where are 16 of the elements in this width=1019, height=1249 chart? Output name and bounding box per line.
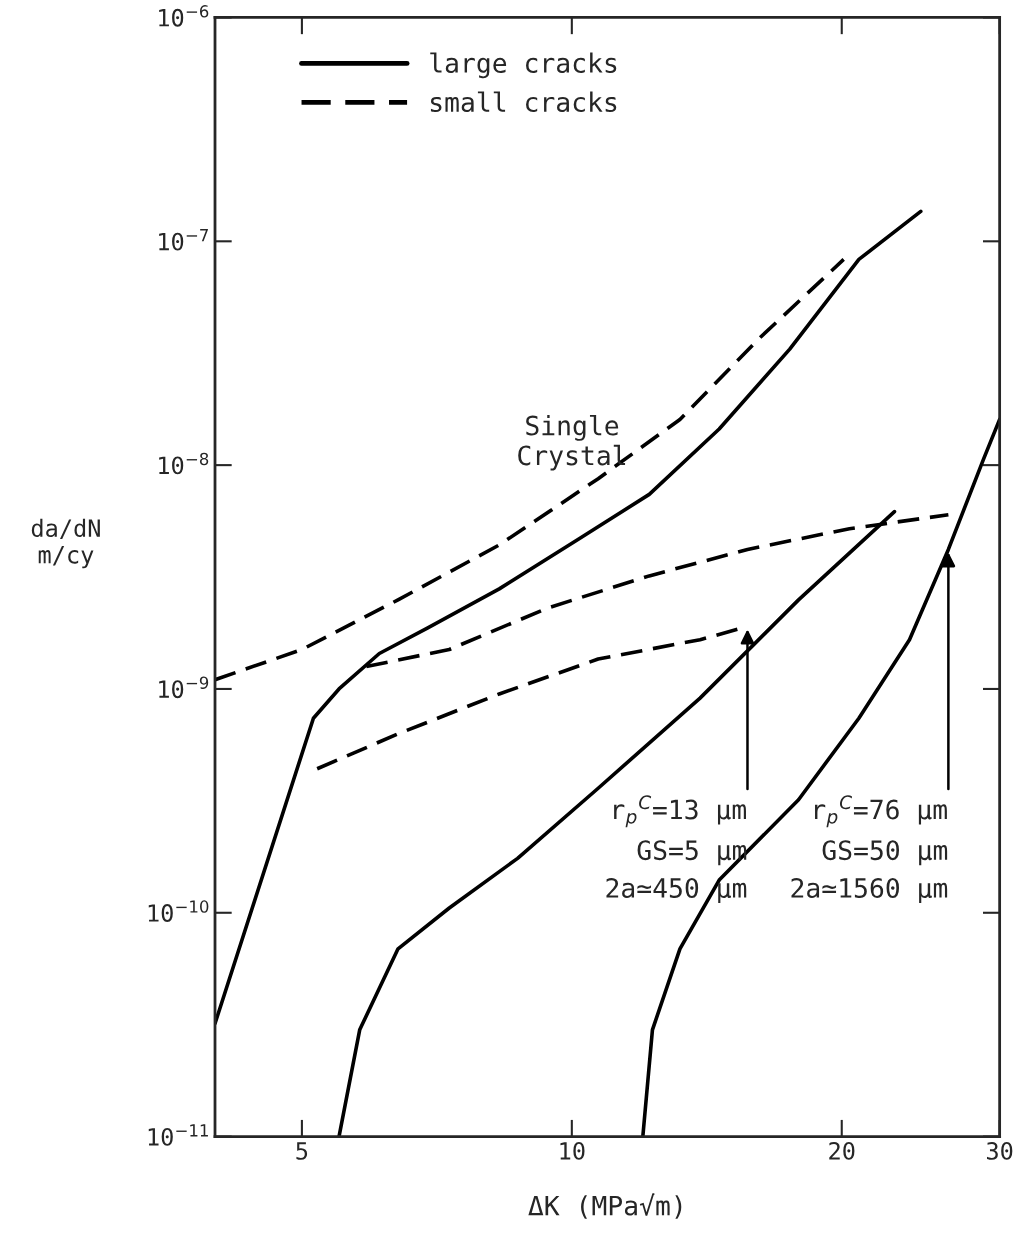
y-tick-label: 10$^{−11}$ <box>148 1124 208 1146</box>
y-tick-label: 10$^{−9}$ <box>159 676 209 699</box>
y-tick-label: 10$^{−7}$ <box>159 229 208 251</box>
annotation: r$_{p}$$^{C}$=76 µm GS=50 µm 2a≃1560 µm <box>791 795 948 904</box>
x-tick-label: 10 <box>560 1141 585 1160</box>
x-tick-label: 20 <box>829 1141 855 1160</box>
x-axis-title: ΔK (MPa√m) <box>528 1193 682 1219</box>
y-tick-label: 10$^{−8}$ <box>159 452 209 475</box>
y-axis-title: da/dN m/cy <box>31 518 100 569</box>
y-tick-label: 10$^{−6}$ <box>159 5 209 27</box>
legend-label: large cracks <box>430 52 617 79</box>
annotation: Single Crystal <box>518 414 626 471</box>
x-tick-label: 30 <box>987 1141 1013 1160</box>
x-tick-label: 5 <box>296 1142 308 1160</box>
legend-label: small cracks <box>430 91 617 113</box>
y-tick-label: 10$^{−10}$ <box>148 900 209 922</box>
